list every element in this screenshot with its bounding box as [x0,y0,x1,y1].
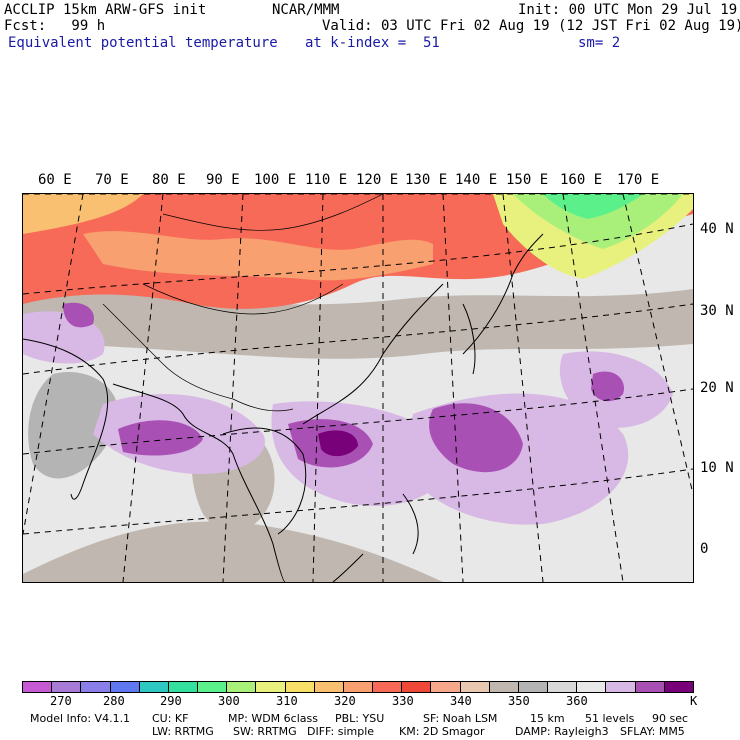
colorbar-swatch [139,682,169,692]
coastlines [23,233,544,582]
footer-item: SW: RRTMG [233,725,297,738]
graticule [23,194,693,582]
theta-e-map [22,193,694,583]
colorbar-swatch [110,682,140,692]
purple-peak-scs [318,430,358,457]
colorbar-swatch [460,682,490,692]
latitude-label: 40 N [700,221,734,237]
green-core [543,194,643,219]
valid-time: Valid: 03 UTC Fri 02 Aug 19 (12 JST Fri … [322,18,740,34]
colorbar-swatch [577,682,607,692]
colorbar-swatch [168,682,199,692]
footer-item: CU: KF [152,712,189,725]
purple-core-nw [63,302,94,328]
orange-patch [83,231,433,281]
longitude-label: 120 E [356,172,399,188]
level-label: at k-index = 51 [305,35,440,51]
typhoon-core [591,371,624,402]
colorbar-swatch [489,682,519,692]
colorbar-swatch [198,682,228,692]
longitude-label: 150 E [506,172,549,188]
smoothing-label: sm= 2 [578,35,621,51]
footer-item: DIFF: simple [307,725,375,738]
colorbar-tick-label: 300 [218,694,240,708]
colorbar-swatch [664,682,693,692]
longitude-label: 100 E [254,172,297,188]
longitude-label: 90 E [206,172,240,188]
colorbar-swatch [52,682,82,692]
colorbar-tick-label: 330 [392,694,414,708]
colorbar-tick-label: 270 [50,694,72,708]
colorbar-swatch [81,682,111,692]
colorbar [22,681,694,693]
borders [102,194,384,412]
footer-item: Model Info: V4.1.1 [30,712,131,725]
colorbar-swatch [431,682,461,692]
init-time: Init: 00 UTC Mon 29 Jul 19 [518,2,738,18]
latitude-label: 30 N [700,303,734,319]
longitude-label: 160 E [560,172,603,188]
colorbar-swatch [314,682,344,692]
light-green-region [513,194,683,249]
orange-corner [23,194,143,234]
center-label: NCAR/MMM [272,2,340,18]
colorbar-tick-label: 310 [276,694,298,708]
latitude-label: 20 N [700,380,734,396]
longitude-label: 170 E [617,172,660,188]
longitude-label: 60 E [38,172,72,188]
forecast-hour: Fcst: 99 h [4,18,106,34]
colorbar-tick-label: 290 [160,694,182,708]
gray-patch-india [28,372,119,479]
colorbar-swatch [256,682,286,692]
colorbar-unit: K [690,694,698,708]
footer-item: MP: WDM 6class [228,712,318,725]
colorbar-swatch [343,682,374,692]
longitude-label: 140 E [455,172,498,188]
colorbar-swatch [227,682,257,692]
longitude-label: 110 E [305,172,348,188]
model-title: ACCLIP 15km ARW-GFS init [4,2,207,18]
colorbar-swatch [402,682,432,692]
latitude-label: 0 [700,541,709,557]
footer-item: LW: RRTMG [152,725,214,738]
colorbar-swatch [606,682,636,692]
latitude-label: 10 N [700,460,734,476]
footer-item: DAMP: Rayleigh3 [515,725,609,738]
colorbar-swatch [373,682,403,692]
footer-item: 15 km [530,712,565,725]
footer-item: 90 sec [652,712,689,725]
colorbar-swatch [285,682,315,692]
footer-item: KM: 2D Smagor [399,725,485,738]
footer-item: PBL: YSU [335,712,385,725]
colorbar-tick-label: 340 [450,694,472,708]
colorbar-swatch [548,682,578,692]
colorbar-tick-label: 360 [566,694,588,708]
colorbar-swatch [23,682,53,692]
footer-item: SFLAY: MM5 [620,725,685,738]
footer-item: 51 levels [585,712,635,725]
purple-core-wpac [429,403,523,473]
field-name: Equivalent potential temperature [8,35,278,51]
colorbar-swatch [518,682,549,692]
footer-item: SF: Noah LSM [423,712,498,725]
map-canvas [23,194,693,582]
colorbar-tick-label: 320 [334,694,356,708]
longitude-label: 80 E [152,172,186,188]
longitude-label: 130 E [405,172,448,188]
longitude-label: 70 E [95,172,129,188]
colorbar-tick-label: 350 [508,694,530,708]
colorbar-swatch [635,682,665,692]
colorbar-tick-label: 280 [103,694,125,708]
